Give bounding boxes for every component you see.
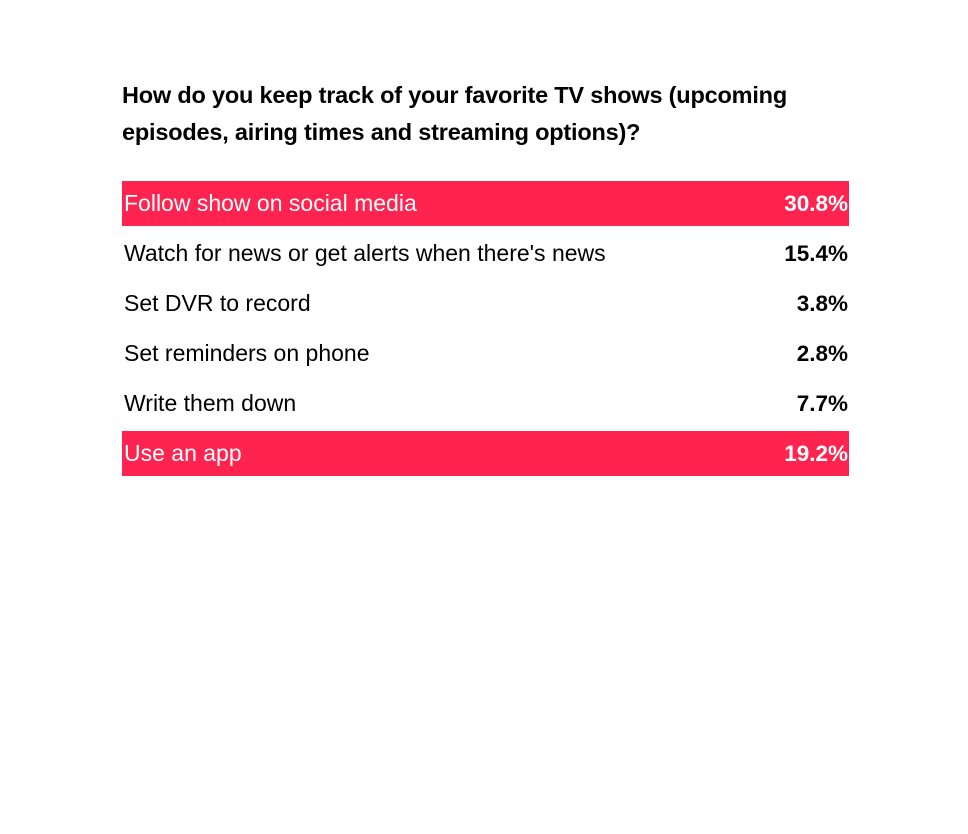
poll-option-row: Set DVR to record 3.8% (122, 281, 849, 326)
poll-option-percentage: 19.2% (784, 441, 848, 466)
poll-option-row: Write them down 7.7% (122, 381, 849, 426)
poll-option-label: Use an app (124, 440, 242, 466)
poll-option-percentage: 30.8% (784, 191, 848, 216)
poll-option-label: Set DVR to record (124, 290, 311, 316)
poll-option-label: Write them down (124, 390, 297, 416)
poll-option-row: Use an app 19.2% (122, 431, 849, 476)
poll-option-percentage: 3.8% (796, 291, 848, 316)
poll-option-highlight (122, 181, 849, 226)
poll-question: How do you keep track of your favorite T… (122, 82, 787, 145)
poll-options-list: Follow show on social media 30.8% Watch fo… (122, 181, 849, 476)
poll-option-row: Watch for news or get alerts when there'… (122, 231, 849, 276)
poll-option-percentage: 2.8% (796, 341, 848, 366)
poll-option-highlight (122, 431, 849, 476)
poll-option-percentage: 15.4% (784, 241, 848, 266)
poll-option-label: Follow show on social media (124, 190, 417, 216)
poll-option-row: Follow show on social media 30.8% (122, 181, 849, 226)
poll-results: How do you keep track of your favorite T… (122, 77, 849, 481)
poll-option-label: Watch for news or get alerts when there'… (124, 240, 606, 266)
poll-option-label: Set reminders on phone (124, 340, 370, 366)
poll-option-row: Set reminders on phone 2.8% (122, 331, 849, 376)
poll-option-percentage: 7.7% (796, 391, 848, 416)
